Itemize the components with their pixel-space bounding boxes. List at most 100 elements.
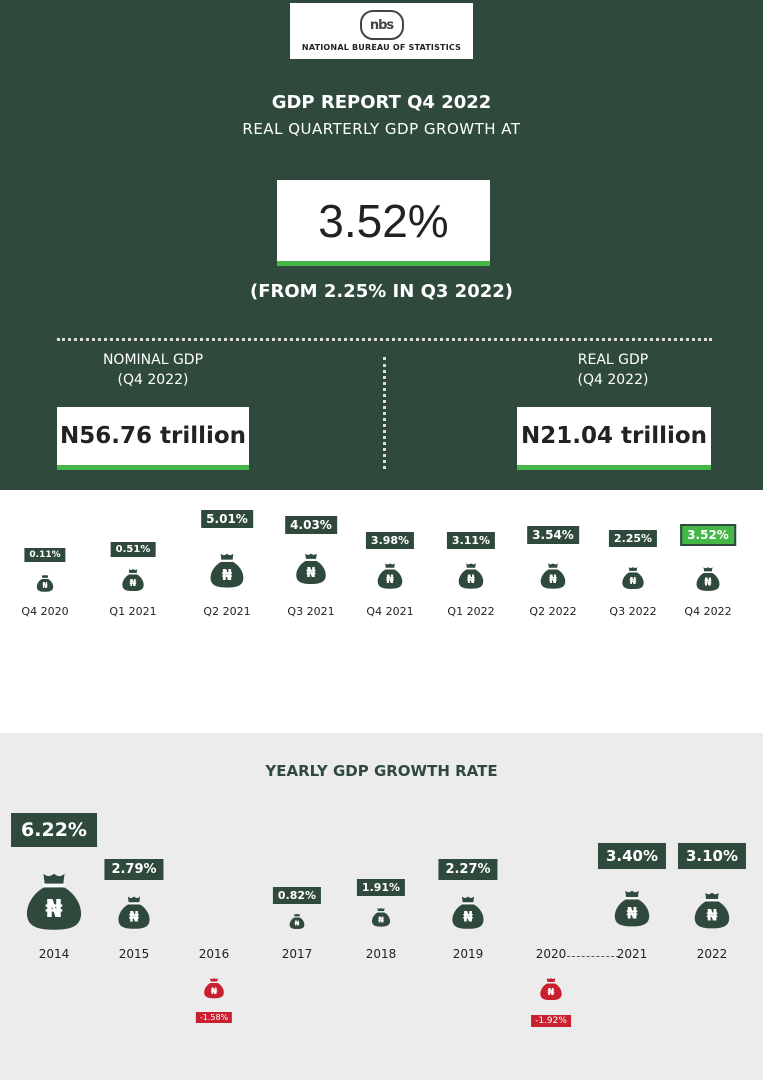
nbs-logo: nbs NATIONAL BUREAU OF STATISTICS <box>290 3 473 59</box>
naira-symbol: ₦ <box>306 565 316 581</box>
quarter-label: Q1 2022 <box>447 605 495 618</box>
year-label: 2019 <box>452 947 484 961</box>
naira-money-bag-icon: ₦ <box>122 569 144 592</box>
naira-money-bag-icon: ₦ <box>118 896 150 929</box>
year-growth-badge: 6.22% <box>11 813 97 847</box>
naira-symbol: ₦ <box>130 578 137 589</box>
naira-symbol: ₦ <box>45 894 62 923</box>
quarter-label: Q2 2022 <box>529 605 577 618</box>
quarter-money-bag: ₦ <box>207 552 247 592</box>
naira-money-bag-icon: ₦ <box>696 567 720 591</box>
report-title: GDP REPORT Q4 2022 <box>271 92 492 113</box>
headline-growth-value: 3.52% <box>318 194 449 247</box>
naira-money-bag-icon: ₦ <box>26 873 82 930</box>
year-growth-badge: 3.10% <box>677 843 747 869</box>
year-label: 2014 <box>38 947 70 961</box>
naira-money-bag-icon: ₦ <box>210 553 244 588</box>
naira-symbol: ₦ <box>549 572 557 586</box>
quarter-growth-badge: 2.25% <box>608 530 658 547</box>
naira-symbol: ₦ <box>463 910 473 926</box>
naira-symbol: ₦ <box>386 572 394 586</box>
year-money-bag: ₦ <box>370 907 392 931</box>
quarter-label: Q2 2021 <box>203 605 251 618</box>
dotted-divider-horizontal <box>57 338 712 341</box>
quarter-money-bag: ₦ <box>35 574 55 596</box>
year-growth-badge: 0.82% <box>272 887 322 904</box>
yearly-growth-section: YEARLY GDP GROWTH RATE 6.22% ₦ 2014 2.79% ₦ 2… <box>0 733 763 1080</box>
header-panel: nbs NATIONAL BUREAU OF STATISTICS GDP RE… <box>0 0 763 490</box>
naira-money-bag-icon: ₦ <box>289 913 305 930</box>
naira-money-bag-icon: ₦ <box>694 892 730 929</box>
year-growth-badge: -1.92% <box>531 1015 571 1027</box>
naira-symbol: ₦ <box>211 987 218 997</box>
dashed-connector <box>567 956 619 957</box>
quarter-growth-badge: 3.98% <box>365 532 415 549</box>
nominal-gdp-value: N56.76 trillion <box>59 423 247 449</box>
quarter-label: Q4 2020 <box>21 605 69 618</box>
year-label: 2018 <box>365 947 397 961</box>
year-growth-badge: 2.27% <box>438 859 498 880</box>
quarter-money-bag: ₦ <box>375 562 405 593</box>
naira-symbol: ₦ <box>467 572 475 586</box>
naira-money-bag-icon: ₦ <box>540 978 562 1001</box>
naira-money-bag-icon: ₦ <box>296 553 326 585</box>
quarter-growth-badge: 3.11% <box>446 532 496 549</box>
nbs-logo-text: NATIONAL BUREAU OF STATISTICS <box>301 43 462 52</box>
dotted-divider-vertical <box>383 357 386 469</box>
quarter-money-bag: ₦ <box>120 568 146 595</box>
year-label: 2016 <box>198 947 230 961</box>
nominal-gdp-box: N56.76 trillion <box>57 407 249 470</box>
real-gdp-label: REAL GDP <box>577 352 649 368</box>
year-money-bag: ₦ <box>691 891 733 933</box>
quarter-growth-badge: 3.54% <box>527 526 579 544</box>
naira-symbol: ₦ <box>630 576 637 587</box>
quarter-growth-badge: 3.52% <box>680 524 736 546</box>
naira-money-bag-icon: ₦ <box>622 567 644 590</box>
year-money-bag: ₦ <box>538 977 564 1004</box>
nbs-logo-mark: nbs <box>359 10 404 40</box>
quarter-label: Q1 2021 <box>109 605 157 618</box>
nominal-gdp-period: (Q4 2022) <box>117 372 189 388</box>
year-money-bag: ₦ <box>611 889 653 931</box>
naira-symbol: ₦ <box>295 920 300 928</box>
quarter-growth-badge: 0.11% <box>24 548 66 562</box>
naira-money-bag-icon: ₦ <box>36 574 54 592</box>
naira-money-bag-icon: ₦ <box>377 563 403 589</box>
year-money-bag: ₦ <box>202 977 226 1003</box>
naira-money-bag-icon: ₦ <box>371 907 391 927</box>
naira-symbol: ₦ <box>704 576 712 589</box>
previous-quarter-note: (FROM 2.25% IN Q3 2022) <box>249 281 514 302</box>
year-label: 2017 <box>281 947 313 961</box>
quarter-money-bag: ₦ <box>538 562 568 593</box>
quarter-label: Q3 2022 <box>609 605 657 618</box>
real-gdp-heading: REAL GDP (Q4 2022) <box>513 350 713 390</box>
naira-symbol: ₦ <box>706 905 717 924</box>
quarter-money-bag: ₦ <box>456 562 486 593</box>
quarter-money-bag: ₦ <box>620 566 646 593</box>
naira-symbol: ₦ <box>42 581 48 590</box>
headline-growth-box: 3.52% <box>277 180 490 266</box>
naira-symbol: ₦ <box>378 914 384 924</box>
year-money-bag: ₦ <box>449 895 487 933</box>
year-label: 2020 <box>535 947 567 961</box>
naira-money-bag-icon: ₦ <box>614 890 650 927</box>
real-gdp-value: N21.04 trillion <box>520 423 708 449</box>
real-gdp-box: N21.04 trillion <box>517 407 711 470</box>
naira-money-bag-icon: ₦ <box>540 563 566 589</box>
year-label: 2015 <box>118 947 150 961</box>
naira-symbol: ₦ <box>626 903 637 922</box>
quarterly-growth-section: 0.11% ₦ Q4 2020 0.51% ₦ Q1 2021 5.01% ₦ Q2 2021 4… <box>0 490 763 733</box>
quarter-money-bag: ₦ <box>293 552 329 588</box>
year-money-bag: ₦ <box>21 871 87 934</box>
quarter-label: Q4 2021 <box>366 605 414 618</box>
real-gdp-period: (Q4 2022) <box>577 372 649 388</box>
quarter-label: Q3 2021 <box>287 605 335 618</box>
quarter-growth-badge: 4.03% <box>285 516 337 534</box>
naira-money-bag-icon: ₦ <box>458 563 484 589</box>
naira-symbol: ₦ <box>129 910 139 926</box>
year-money-bag: ₦ <box>115 895 153 933</box>
year-growth-badge: 2.79% <box>104 859 164 880</box>
naira-money-bag-icon: ₦ <box>452 896 484 929</box>
year-growth-badge: 1.91% <box>356 879 406 896</box>
